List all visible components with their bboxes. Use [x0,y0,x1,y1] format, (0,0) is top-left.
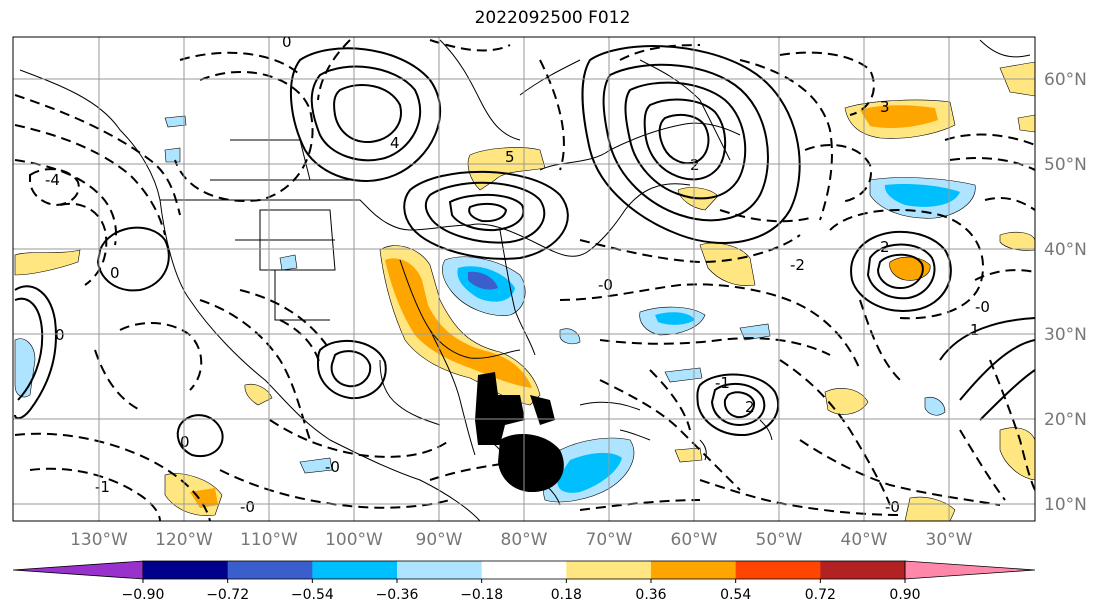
contour-label: -4 [45,171,60,189]
contour-label: 0 [180,433,190,451]
contour-label: -1 [715,374,730,392]
positive-anomaly-shading [14,61,1035,521]
latitude-labels: 60°N 50°N 40°N 30°N 20°N 10°N [1044,70,1087,515]
colorbar-segment [820,561,906,579]
lat-label: 10°N [1044,495,1087,515]
contour-label: 1 [970,321,980,339]
contour-label: 4 [390,134,400,152]
contour-label: 2 [880,238,890,256]
colorbar-tick-label: 0.72 [805,587,836,603]
contour-label: 2 [745,398,755,416]
lon-label: 40°W [841,530,888,550]
colorbar-segment [143,561,229,579]
lon-label: 80°W [501,530,548,550]
colorbar-tick-label: −0.90 [122,587,165,603]
colorbar-segment [735,561,821,579]
contour-label: -0 [975,298,990,316]
longitude-labels: 130°W 120°W 110°W 100°W 90°W 80°W 70°W 6… [70,530,973,550]
contour-label: 3 [880,98,890,116]
colorbar-tick-label: −0.72 [206,587,249,603]
negative-contours [14,39,1035,521]
lat-label: 30°N [1044,325,1087,345]
colorbar-segment [312,561,398,579]
lon-label: 90°W [416,530,463,550]
graticule [13,37,1035,521]
colorbar-segment [481,561,567,579]
contour-label: 5 [505,148,515,166]
colorbar-tick-label: 0.54 [720,587,751,603]
lat-label: 40°N [1044,240,1087,260]
positive-contours [14,45,1035,458]
negative-anomaly-shading [14,115,976,503]
colorbar-tick-label: 0.90 [889,587,920,603]
lon-label: 110°W [240,530,298,550]
contour-label: -0 [598,276,613,294]
lat-label: 20°N [1044,410,1087,430]
lon-label: 120°W [155,530,213,550]
contour-label: 2 [690,156,700,174]
colorbar-segment [566,561,652,579]
lon-label: 30°W [926,530,973,550]
coastlines [19,39,1031,521]
lat-label: 60°N [1044,70,1087,90]
colorbar-extend-high [904,560,1036,580]
colorbar-extend-low [12,560,144,580]
lon-label: 60°W [671,530,718,550]
colorbar-tick-label: 0.18 [551,587,582,603]
colorbar-tick-label: −0.36 [376,587,419,603]
map-title: 2022092500 F012 [474,8,631,28]
lat-label: 50°N [1044,155,1087,175]
contour-labels: 0 5 2 3 -0 -1 2 -0 -0 -1 0 -0 1 2 0 -4 4… [45,33,990,516]
contour-label: 0 [282,33,292,51]
contour-label: -2 [790,256,805,274]
map-frame [12,36,1036,522]
colorbar-segment [397,561,483,579]
hatched-disturbance [475,372,564,493]
contour-label: -0 [325,458,340,476]
lon-label: 100°W [325,530,383,550]
colorbar-tick-label: −0.54 [291,587,334,603]
colorbar-tick-label: −0.18 [460,587,503,603]
lon-label: 130°W [70,530,128,550]
lon-label: 50°W [756,530,803,550]
contour-label: 0 [110,264,120,282]
colorbar: −0.90 −0.72 −0.54 −0.36 −0.18 0.18 0.36 0.54 0.7… [12,560,1036,603]
contour-label: -0 [240,498,255,516]
contour-label: 0 [55,326,65,344]
colorbar-outline [142,560,906,580]
colorbar-segment [227,561,313,579]
lon-label: 70°W [586,530,633,550]
colorbar-segment [651,561,737,579]
contour-label: -0 [885,498,900,516]
contour-label: -1 [95,478,110,496]
colorbar-tick-label: 0.36 [635,587,666,603]
